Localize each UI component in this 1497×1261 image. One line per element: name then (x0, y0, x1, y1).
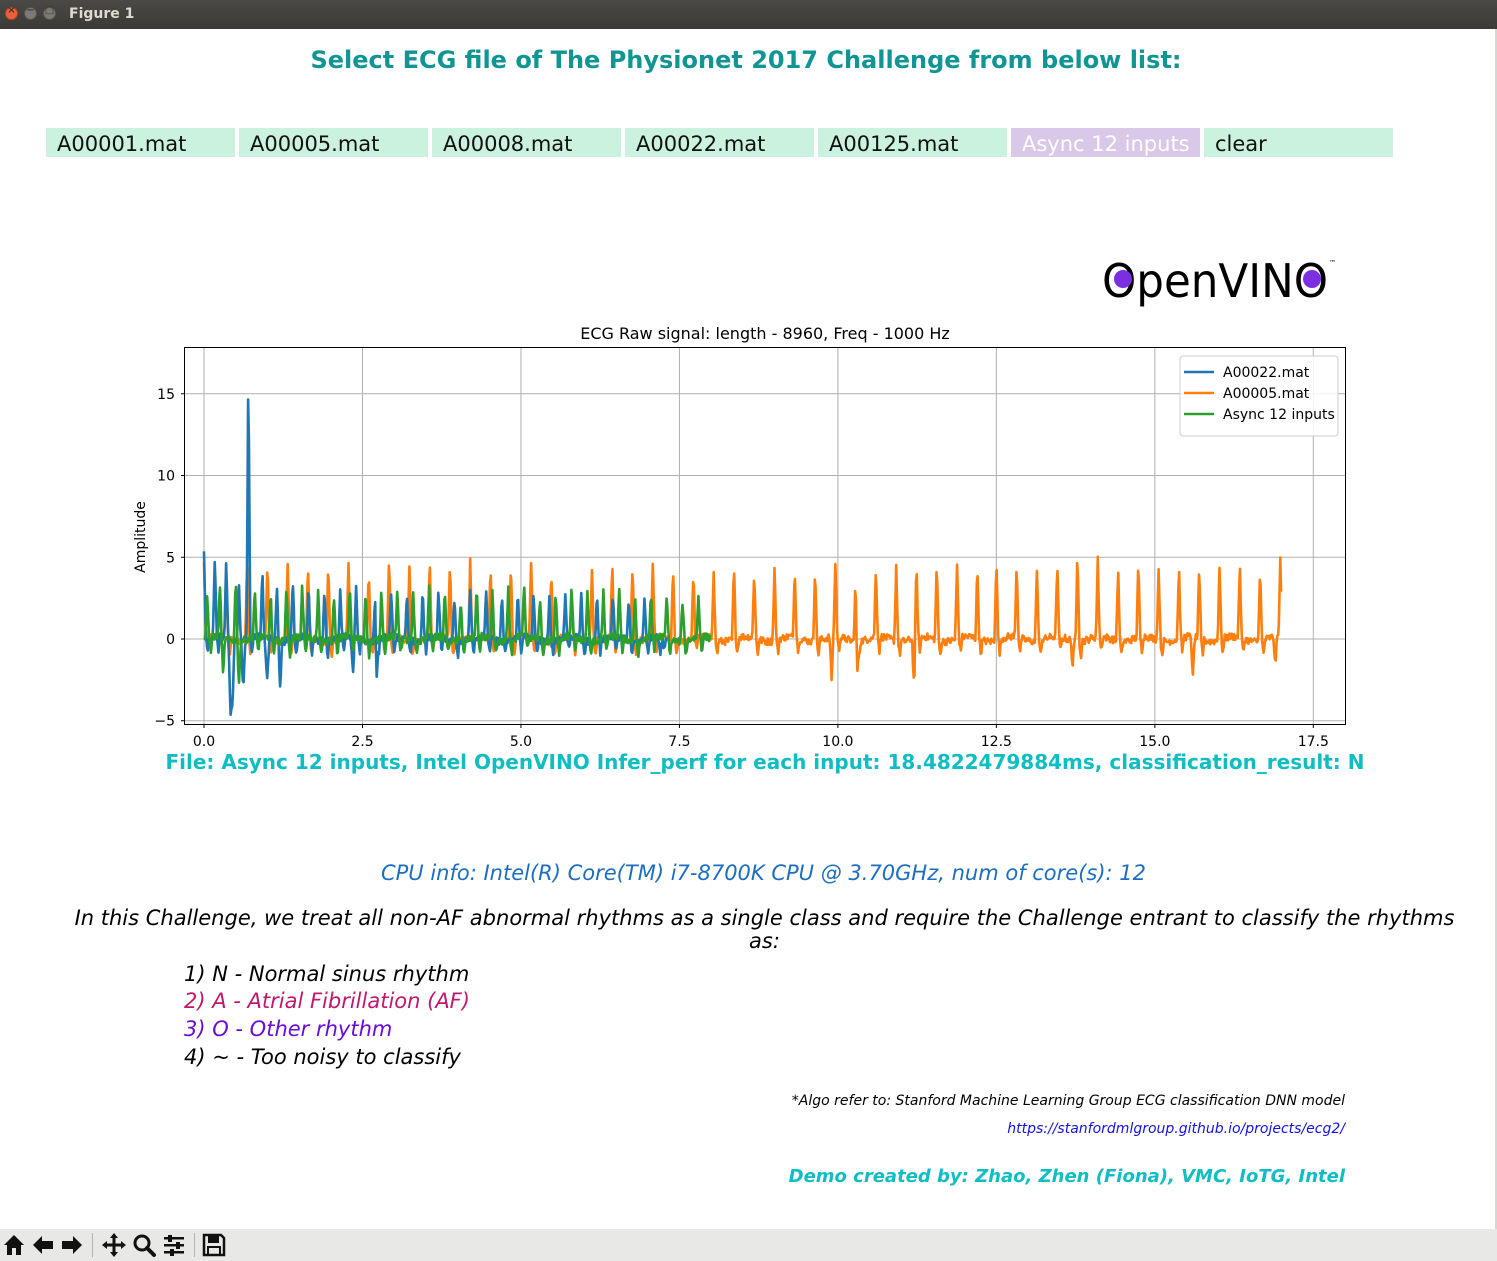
y-tick-label: 0 (166, 632, 175, 648)
rhythm-af: 2) A - Atrial Fibrillation (AF) (184, 989, 470, 1013)
page-heading: Select ECG file of The Physionet 2017 Ch… (310, 46, 1182, 74)
y-axis-label: Amplitude (133, 501, 149, 573)
file-button-a00125[interactable]: A00125.mat (818, 128, 1007, 157)
axes-frame (184, 347, 1346, 725)
window-title: Figure 1 (69, 6, 135, 22)
clear-button[interactable]: clear (1204, 128, 1393, 157)
x-tick-label: 17.5 (1298, 734, 1329, 750)
rhythm-noisy: 4) ~ - Too noisy to classify (184, 1045, 461, 1069)
legend-label: Async 12 inputs (1223, 407, 1335, 423)
rhythm-normal: 1) N - Normal sinus rhythm (184, 962, 470, 986)
openvino-logo: OpenVINO ™ (1101, 253, 1337, 311)
configure-subplots-icon[interactable] (160, 1231, 188, 1259)
legend-box (1179, 355, 1339, 437)
async-12-inputs-button[interactable]: Async 12 inputs (1011, 128, 1200, 157)
maximize-icon: □ (44, 5, 55, 16)
x-tick-label: 10.0 (822, 734, 853, 750)
matplotlib-toolbar (0, 1229, 1497, 1261)
x-tick-label: 2.5 (351, 734, 373, 750)
x-tick-label: 5.0 (510, 734, 532, 750)
legend-label: A00005.mat (1223, 386, 1310, 402)
y-tick-label: −5 (154, 714, 175, 730)
classification-result: File: Async 12 inputs, Intel OpenVINO In… (165, 750, 1365, 774)
forward-icon[interactable] (58, 1231, 86, 1259)
axis-ticks: 0.0 2.5 5.0 7.5 10.0 12.5 15.0 17.5 −5 0 5 10 15 (154, 387, 1329, 750)
algo-reference: *Algo refer to: Stanford Machine Learnin… (791, 1093, 1345, 1109)
y-tick-label: 5 (166, 550, 175, 566)
close-window-button[interactable]: × (5, 5, 18, 20)
rhythm-other: 3) O - Other rhythm (184, 1017, 393, 1041)
grid (185, 348, 1345, 724)
save-icon[interactable] (200, 1231, 228, 1259)
demo-credit: Demo created by: Zhao, Zhen (Fiona), VMC… (788, 1166, 1345, 1187)
x-tick-label: 0.0 (193, 734, 215, 750)
openvino-logo-text: OpenVINO (1102, 254, 1328, 308)
back-icon[interactable] (29, 1231, 57, 1259)
home-icon[interactable] (0, 1231, 28, 1259)
series-line-async-12-inputs (203, 584, 712, 684)
x-tick-label: 12.5 (981, 734, 1012, 750)
pan-icon[interactable] (100, 1231, 128, 1259)
file-button-a00022[interactable]: A00022.mat (625, 128, 814, 157)
file-button-a00001[interactable]: A00001.mat (46, 128, 235, 157)
x-tick-label: 7.5 (668, 734, 690, 750)
maximize-window-button[interactable]: □ (43, 5, 56, 20)
x-tick-label: 15.0 (1139, 734, 1170, 750)
algo-link[interactable]: https://stanfordmlgroup.github.io/projec… (1007, 1121, 1345, 1137)
window-titlebar: × − □ Figure 1 (0, 0, 1497, 29)
minimize-icon: − (26, 5, 35, 16)
cpu-info: CPU info: Intel(R) Core(TM) i7-8700K CPU… (380, 861, 1147, 885)
toolbar-separator (92, 1233, 93, 1257)
legend-label: A00022.mat (1223, 365, 1310, 381)
window-border (1495, 29, 1497, 1229)
zoom-icon[interactable] (130, 1231, 158, 1259)
minimize-window-button[interactable]: − (24, 5, 37, 20)
close-icon: × (7, 5, 16, 16)
challenge-description: In this Challenge, we treat all non-AF a… (74, 906, 1455, 953)
y-tick-label: 15 (157, 387, 175, 403)
legend: A00022.mat A00005.mat Async 12 inputs (1179, 355, 1339, 437)
toolbar-separator (194, 1233, 195, 1257)
ecg-chart: ECG Raw signal: length - 8960, Freq - 10… (133, 324, 1346, 750)
y-tick-label: 10 (157, 469, 175, 485)
chart-title: ECG Raw signal: length - 8960, Freq - 10… (580, 324, 950, 343)
file-button-a00008[interactable]: A00008.mat (432, 128, 621, 157)
plot-area (202, 398, 1283, 716)
trademark-symbol: ™ (1329, 259, 1336, 267)
file-button-a00005[interactable]: A00005.mat (239, 128, 428, 157)
